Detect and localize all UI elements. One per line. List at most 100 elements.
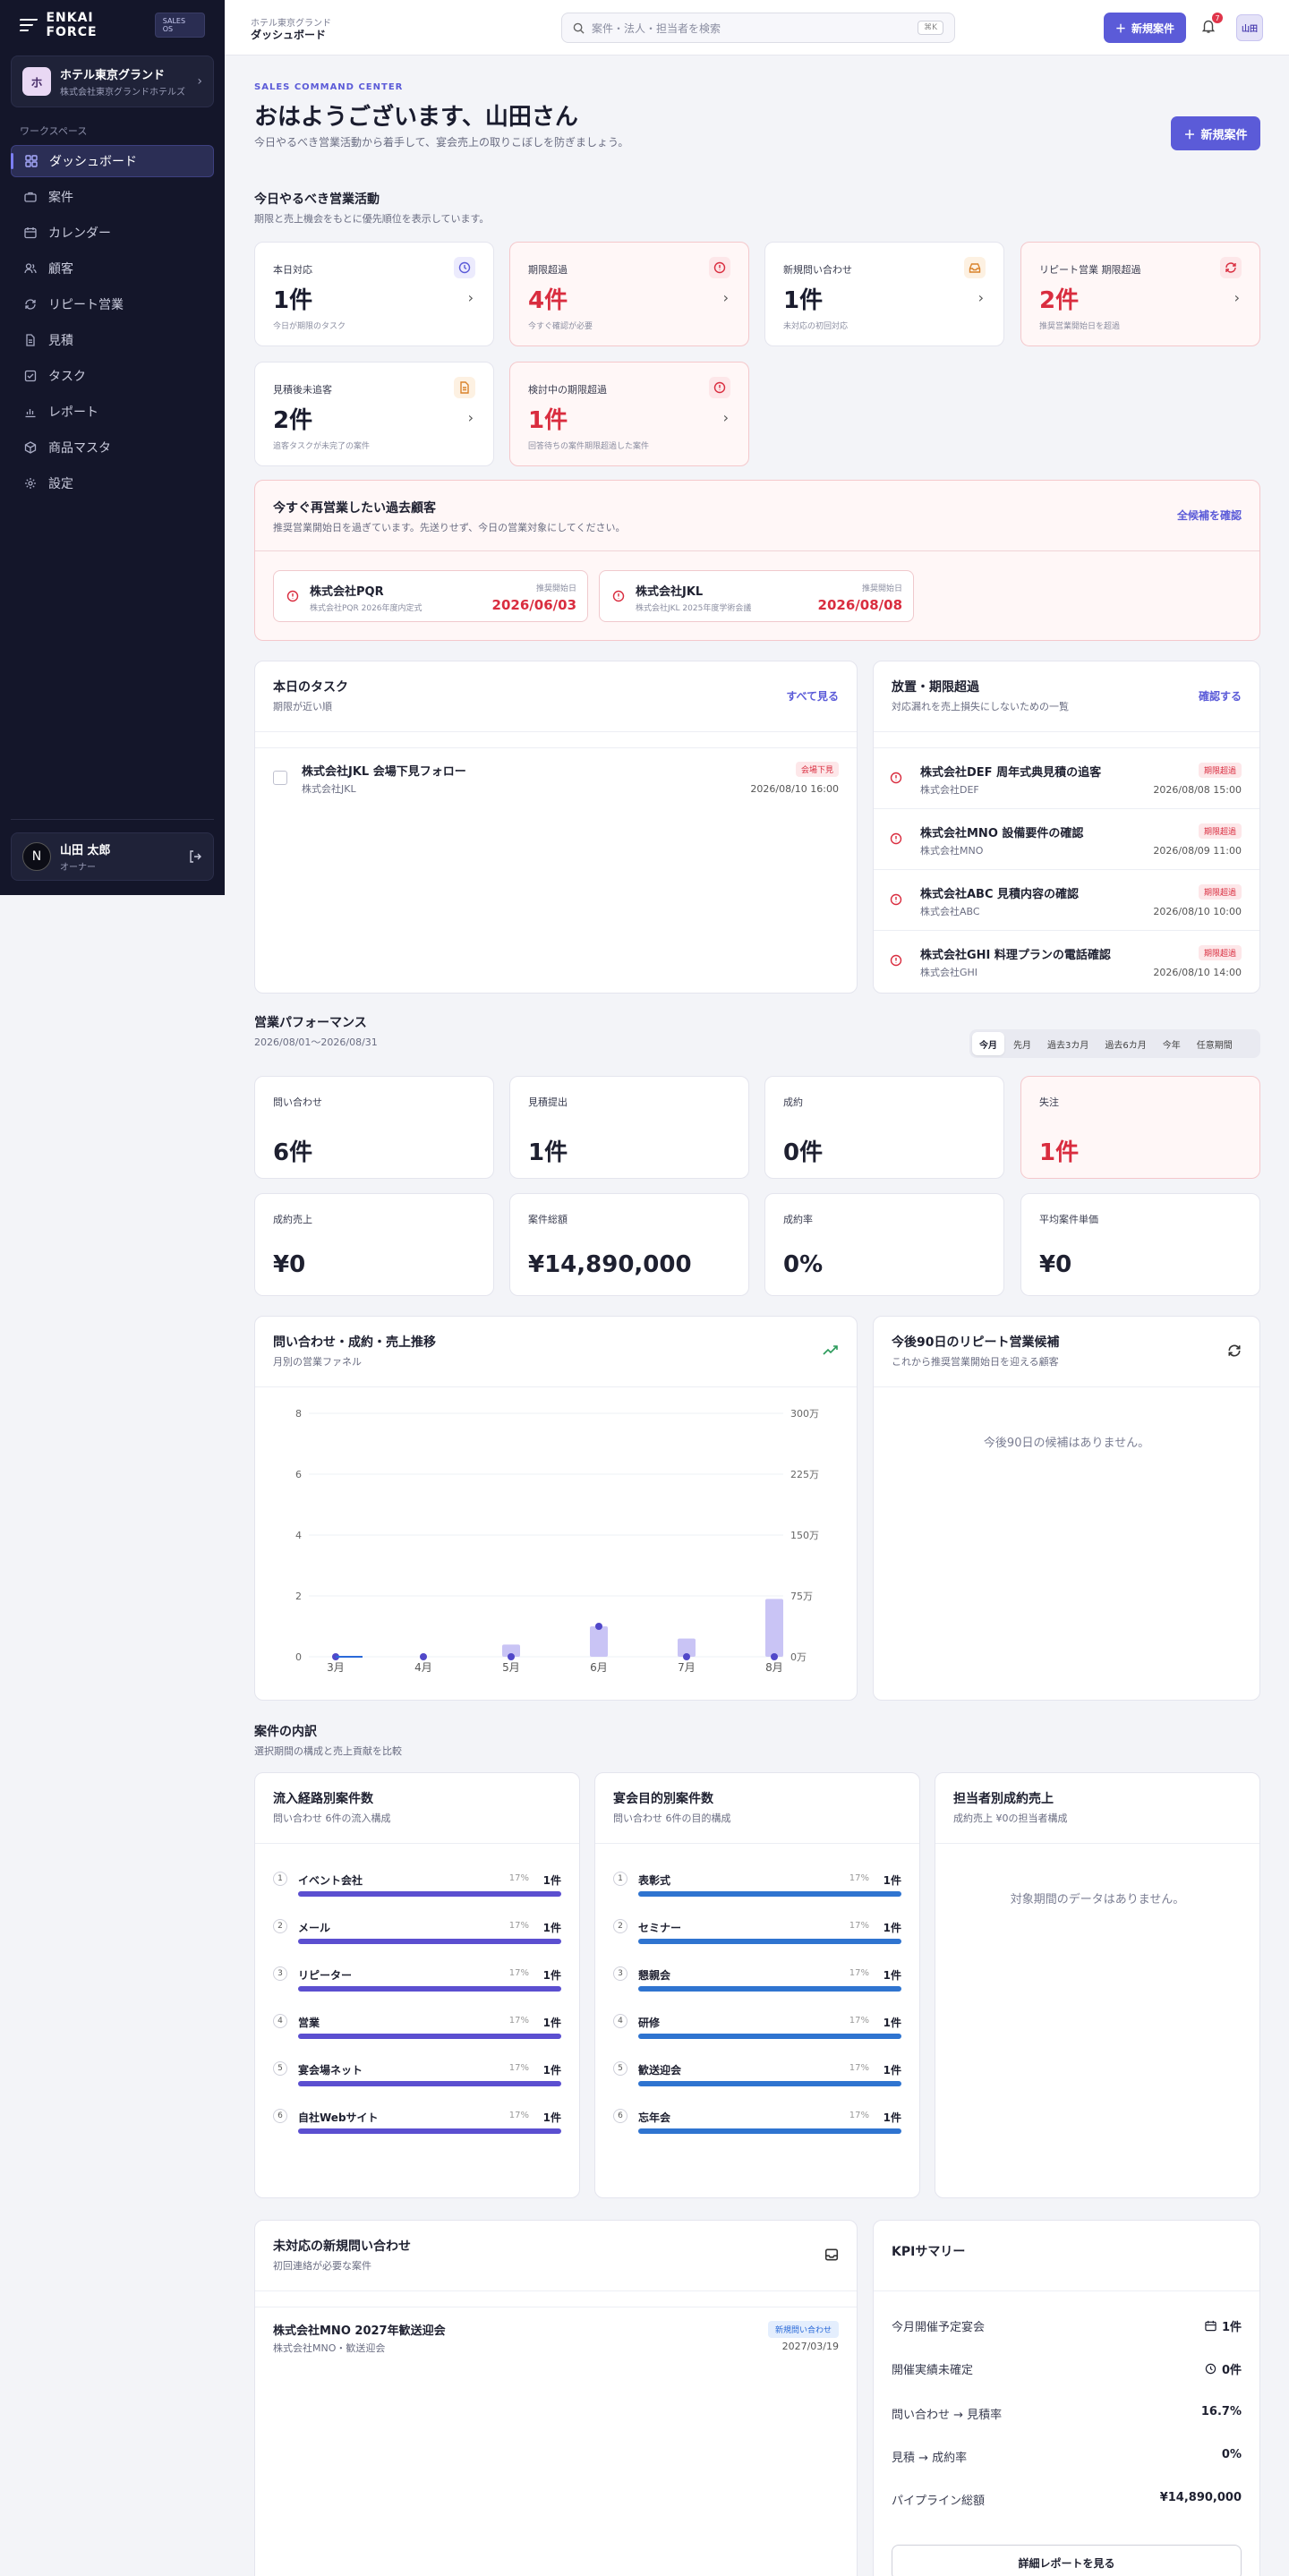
today-card-new-inquiry[interactable]: 新規問い合わせ 1件 未対応の初回対応 › [764, 242, 1004, 346]
today-card-overdue[interactable]: 期限超過 4件 今すぐ確認が必要 › [509, 242, 749, 346]
tab-3-months[interactable]: 過去3カ月 [1047, 1040, 1089, 1051]
sidebar-item-calendar[interactable]: カレンダー [11, 217, 214, 249]
tab-this-year[interactable]: 今年 [1162, 1040, 1181, 1051]
tab-last-month[interactable]: 先月 [1013, 1040, 1031, 1051]
new-deal-button[interactable]: ＋ 新規案件 [1104, 13, 1186, 43]
progress-track [298, 2128, 561, 2134]
card-value: 4件 [528, 287, 568, 314]
overdue-badge: 期限超過 [1198, 823, 1242, 839]
item-count: 1件 [883, 2017, 901, 2029]
progress-track [638, 1939, 901, 1944]
sidebar-item-deals[interactable]: 案件 [11, 181, 214, 213]
staff-revenue-panel: 担当者別成約売上 成約売上 ¥0の担当者構成 対象期間のデータはありません。 [935, 1772, 1260, 2198]
x-tick-label: 6月 [590, 1661, 608, 1674]
overdue-subtitle: 対応漏れを売上損失にしないための一覧 [892, 701, 1069, 712]
inquiry-badge: 新規問い合わせ [767, 2321, 839, 2338]
brand-logo-icon [19, 18, 38, 32]
kpi-value: ¥14,890,000 [1159, 2491, 1242, 2504]
bar-5月 [502, 1644, 520, 1657]
detail-report-button[interactable]: 詳細レポートを見る [892, 2545, 1242, 2576]
sidebar-item-label: ダッシュボード [49, 155, 137, 169]
bar-8月 [765, 1599, 783, 1657]
today-card-repeat-overdue[interactable]: リピート営業 期限超過 2件 推奨営業開始日を超過 › [1020, 242, 1260, 346]
search-input[interactable]: 案件・法人・担当者を検索 ⌘K [561, 13, 955, 43]
tasks-subtitle: 期限が近い順 [273, 701, 332, 712]
progress-fill [298, 2034, 561, 2039]
user-avatar: N [22, 842, 51, 871]
progress-fill [638, 2081, 901, 2086]
briefcase-icon [23, 190, 38, 204]
tab-6-months[interactable]: 過去6カ月 [1105, 1040, 1147, 1051]
overdue-row[interactable]: 株式会社DEF 周年式典見積の追客 株式会社DEF 期限超過 2026/08/0… [874, 748, 1259, 809]
task-checkbox[interactable] [273, 771, 287, 785]
item-percent: 17% [849, 2063, 869, 2073]
sidebar-item-settings[interactable]: 設定 [11, 467, 214, 499]
logout-icon[interactable] [188, 849, 202, 864]
today-card-quote-followup[interactable]: 見積後未追客 2件 追客タスクが未完了の案件 › [254, 362, 494, 466]
kpi-row: 見積 → 成約率 0% [892, 2448, 1242, 2469]
sidebar-item-tasks[interactable]: タスク [11, 360, 214, 392]
item-percent: 17% [508, 2111, 529, 2120]
item-count: 1件 [542, 2017, 561, 2029]
bell-icon[interactable] [1200, 18, 1218, 36]
check-overdue-link[interactable]: 確認する [1198, 690, 1242, 703]
sidebar-item-customers[interactable]: 顧客 [11, 252, 214, 285]
greeting-title: おはようございます、山田さん [254, 104, 578, 131]
view-all-candidates-link[interactable]: 全候補を確認 [1176, 509, 1242, 522]
refresh-icon[interactable] [1227, 1343, 1242, 1358]
item-name: メール [298, 1922, 331, 1934]
progress-fill [638, 1891, 901, 1897]
overdue-badge: 期限超過 [1198, 884, 1242, 900]
sidebar-item-dashboard[interactable]: ダッシュボード [11, 145, 214, 177]
refresh-icon [1220, 257, 1242, 278]
overdue-row[interactable]: 株式会社GHI 料理プランの電話確認 株式会社GHI 期限超過 2026/08/… [874, 931, 1259, 992]
tenant-name: ホテル東京グランド [60, 69, 166, 82]
sidebar-item-repeat[interactable]: リピート営業 [11, 288, 214, 320]
today-card-consideration-overdue[interactable]: 検討中の期限超過 1件 回答待ちの案件期限超過した案件 › [509, 362, 749, 466]
trend-chart-panel: 問い合わせ・成約・売上推移 月別の営業ファネル 0 0万 2 75万 4 150万 6 225… [254, 1316, 858, 1701]
breakdown-item: 2 セミナー 17% 1件 [613, 1917, 901, 1953]
task-icon [23, 369, 38, 383]
avatar[interactable]: 山田 [1236, 14, 1263, 41]
tab-this-month[interactable]: 今月 [972, 1032, 1004, 1055]
customer-name: 株式会社PQR [310, 585, 384, 599]
y-tick-right: 225万 [790, 1469, 819, 1480]
item-percent: 17% [508, 2063, 529, 2073]
past-customers-panel: 今すぐ再営業したい過去顧客 推奨営業開始日を過ぎています。先送りせず、今日の営業… [254, 480, 1260, 641]
tenant-switcher[interactable]: ホ ホテル東京グランド 株式会社東京グランドホテルズ › [11, 55, 214, 107]
chevron-right-icon: › [467, 409, 474, 426]
overdue-row[interactable]: 株式会社MNO 設備要件の確認 株式会社MNO 期限超過 2026/08/09 … [874, 809, 1259, 870]
sidebar-item-quotes[interactable]: 見積 [11, 324, 214, 356]
past-customer-item[interactable]: 株式会社PQR 株式会社PQR 2026年度内定式 推奨開始日 2026/06/… [273, 570, 588, 622]
point-5月 [508, 1653, 515, 1660]
view-all-tasks-link[interactable]: すべて見る [786, 690, 839, 703]
task-row[interactable]: 株式会社JKL 会場下見フォロー 株式会社JKL 会場下見 2026/08/10… [255, 749, 857, 806]
breadcrumb-hotel[interactable]: ホテル東京グランド [251, 19, 331, 29]
past-customer-item[interactable]: 株式会社JKL 株式会社JKL 2025年度学術会議 推奨開始日 2026/08… [599, 570, 914, 622]
item-percent: 17% [508, 1873, 529, 1883]
sidebar-item-products[interactable]: 商品マスタ [11, 431, 214, 464]
new-deal-main-button[interactable]: ＋ 新規案件 [1171, 116, 1260, 150]
today-card-due[interactable]: 本日対応 1件 今日が期限のタスク › [254, 242, 494, 346]
item-percent: 17% [508, 2016, 529, 2026]
y-tick-left: 8 [295, 1408, 302, 1420]
sidebar-item-label: レポート [48, 405, 98, 420]
tab-custom[interactable]: 任意期間 [1196, 1040, 1233, 1051]
plus-icon: ＋ [1114, 21, 1126, 35]
sidebar-item-reports[interactable]: レポート [11, 396, 214, 428]
breakdown-item: 3 懇親会 17% 1件 [613, 1965, 901, 2000]
item-percent: 17% [849, 2016, 869, 2026]
inquiry-date: 2027/03/19 [781, 2341, 839, 2352]
kpi-value: 0件 [1221, 2364, 1242, 2377]
user-profile[interactable]: N 山田 太郎 オーナー [11, 832, 214, 881]
new-deal-label: 新規案件 [1200, 128, 1248, 142]
item-count: 1件 [883, 1874, 901, 1887]
item-name: 懇親会 [638, 1969, 671, 1982]
rank-number: 4 [613, 2014, 627, 2028]
divider [874, 731, 1259, 732]
metric-card-avg-deal: 平均案件単価 ¥0 [1020, 1193, 1260, 1296]
item-name: 忘年会 [638, 2111, 671, 2124]
kpi-summary-panel: KPIサマリー 今月開催予定宴会 1件 開催実績未確定 0件 問い合わせ → 見… [873, 2220, 1260, 2576]
item-name: 表彰式 [638, 1874, 671, 1887]
overdue-row[interactable]: 株式会社ABC 見積内容の確認 株式会社ABC 期限超過 2026/08/10 … [874, 870, 1259, 931]
